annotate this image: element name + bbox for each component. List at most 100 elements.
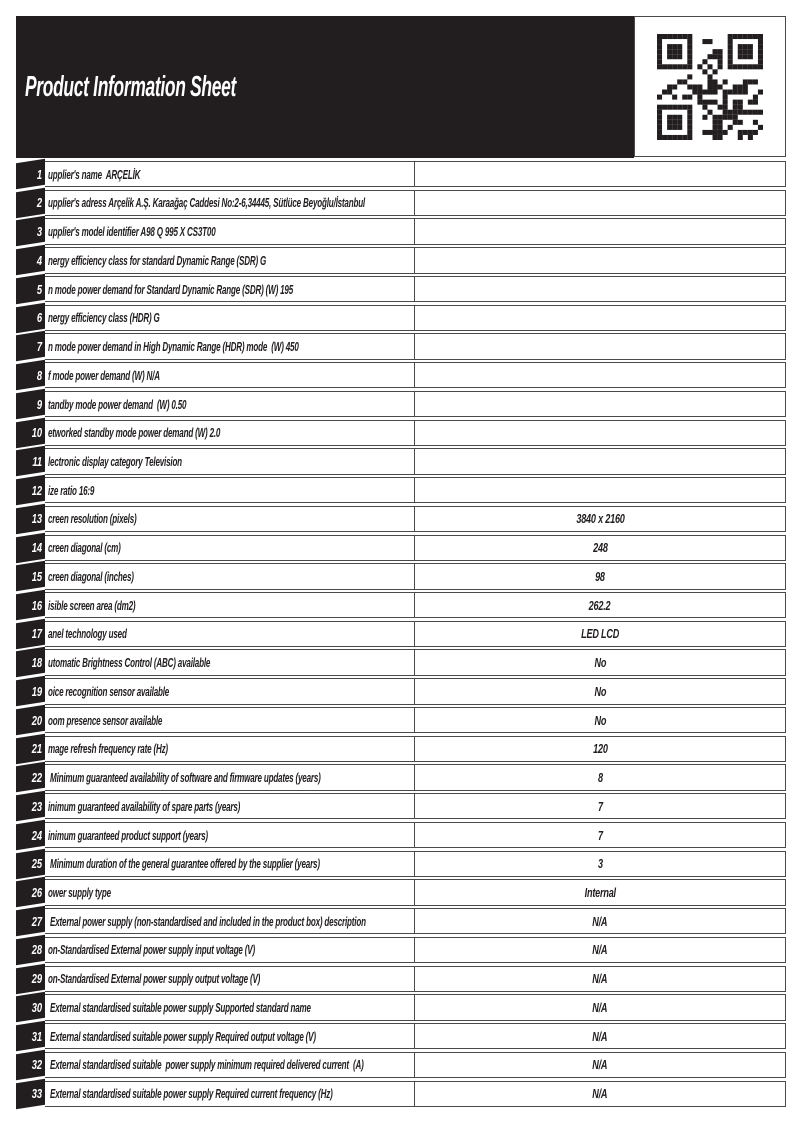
row-value-cell	[415, 304, 786, 331]
row-number: 6	[36, 310, 43, 326]
table-row: 4 nergy efficiency class for standard Dy…	[16, 244, 786, 276]
row-number: 3	[36, 224, 43, 240]
row-label: utomatic Brightness Control (ABC) availa…	[48, 655, 211, 671]
row-label-cell: External standardised suitable power sup…	[45, 1080, 415, 1107]
row-number: 17	[31, 626, 43, 642]
row-label-cell: Minimum duration of the general guarante…	[45, 850, 415, 877]
row-label-cell: mage refresh frequency rate (Hz)	[45, 735, 415, 762]
row-label: upplier's model identifier A98 Q 995 X C…	[48, 224, 216, 240]
header-bar: Product Information Sheet	[16, 16, 634, 158]
row-label-cell: upplier's model identifier A98 Q 995 X C…	[45, 218, 415, 245]
row-number: 20	[31, 712, 43, 728]
row-number: 4	[36, 252, 43, 268]
row-label-cell: nergy efficiency class (HDR) G	[45, 304, 415, 331]
row-value: 120	[592, 741, 608, 757]
row-value-cell	[415, 448, 786, 475]
row-number: 32	[31, 1057, 43, 1073]
row-label: External standardised suitable power sup…	[48, 1086, 333, 1102]
row-label: anel technology used	[48, 626, 127, 642]
row-value-cell	[415, 477, 786, 504]
row-value-cell	[415, 390, 786, 418]
row-number: 24	[31, 827, 43, 843]
row-number-cell: 13	[16, 503, 45, 535]
row-value-cell: N/A	[415, 936, 786, 964]
table-row: 32 External standardised suitable power …	[16, 1049, 786, 1081]
row-label: inimum guaranteed availability of spare …	[48, 798, 241, 814]
row-label-cell: ize ratio 16:9	[45, 477, 415, 504]
row-value: N/A	[592, 942, 608, 958]
table-row: 15 creen diagonal (inches) 98	[16, 560, 786, 592]
row-number-cell: 14	[16, 532, 45, 564]
row-label-cell: n mode power demand for Standard Dynamic…	[45, 275, 415, 303]
row-value: LED LCD	[581, 626, 619, 642]
page-title: Product Information Sheet	[25, 70, 236, 103]
row-value: 262.2	[589, 597, 611, 613]
row-number: 19	[31, 683, 43, 699]
row-value: N/A	[592, 971, 608, 987]
row-label-cell: oice recognition sensor available	[45, 678, 415, 705]
row-label-cell: n mode power demand in High Dynamic Rang…	[45, 333, 415, 360]
row-value-cell: 98	[415, 563, 786, 590]
row-label-cell: lectronic display category Television	[45, 448, 415, 475]
table-row: 13 creen resolution (pixels) 3840 x 2160	[16, 503, 786, 535]
row-number-cell: 27	[16, 905, 45, 937]
row-label: External standardised suitable power sup…	[48, 999, 311, 1015]
row-number-cell: 23	[16, 790, 45, 822]
row-label-cell: etworked standby mode power demand (W) 2…	[45, 419, 415, 446]
row-number-cell: 6	[16, 302, 45, 334]
row-label-cell: nergy efficiency class for standard Dyna…	[45, 247, 415, 274]
row-number: 8	[36, 367, 43, 383]
table-row: 9 tandby mode power demand (W) 0.50	[16, 388, 786, 420]
row-label: n mode power demand in High Dynamic Rang…	[48, 339, 299, 355]
row-value-cell	[415, 189, 786, 217]
table-row: 1 upplier's name ARÇELİK	[16, 158, 786, 190]
row-label: External power supply (non-standardised …	[48, 913, 366, 929]
qr-cell	[634, 16, 786, 157]
row-label-cell: creen resolution (pixels)	[45, 505, 415, 533]
row-label-cell: isible screen area (dm2)	[45, 592, 415, 619]
table-row: 8 f mode power demand (W) N/A	[16, 359, 786, 391]
row-label-cell: inimum guaranteed product support (years…	[45, 821, 415, 849]
table-row: 12 ize ratio 16:9	[16, 474, 786, 506]
row-value-cell	[415, 362, 786, 389]
row-number-cell: 22	[16, 762, 45, 794]
row-value: 3840 x 2160	[575, 511, 625, 527]
row-number-cell: 9	[16, 388, 45, 420]
table-row: 23 inimum guaranteed availability of spa…	[16, 790, 786, 822]
table-row: 33 External standardised suitable power …	[16, 1078, 786, 1110]
row-label: upplier's adress Arçelik A.Ş. Karaağaç C…	[48, 195, 365, 211]
table-row: 18 utomatic Brightness Control (ABC) ava…	[16, 647, 786, 679]
row-number: 10	[31, 425, 43, 441]
row-label: Minimum guaranteed availability of softw…	[48, 770, 321, 786]
row-value: 7	[597, 827, 603, 843]
row-number: 15	[31, 568, 43, 584]
row-value-cell	[415, 419, 786, 446]
row-value-cell	[415, 218, 786, 245]
row-value-cell: No	[415, 649, 786, 676]
row-number-cell: 2	[16, 187, 45, 219]
row-value: Internal	[584, 885, 616, 900]
row-value: 8	[597, 770, 603, 786]
row-number-cell: 1	[16, 158, 45, 190]
row-number: 27	[31, 913, 43, 929]
row-number: 28	[31, 942, 43, 958]
row-value-cell: Internal	[415, 879, 786, 906]
row-value: 248	[592, 540, 608, 556]
table-row: 19 oice recognition sensor available No	[16, 675, 786, 707]
row-value: 98	[595, 568, 605, 584]
row-value: N/A	[592, 1086, 608, 1102]
row-number: 5	[36, 281, 43, 297]
table-row: 11 lectronic display category Television	[16, 446, 786, 477]
row-number-cell: 19	[16, 675, 45, 707]
table-row: 5 n mode power demand for Standard Dynam…	[16, 273, 786, 305]
row-label-cell: inimum guaranteed availability of spare …	[45, 793, 415, 820]
row-label-cell: External power supply (non-standardised …	[45, 908, 415, 935]
table-row: 27 External power supply (non-standardis…	[16, 905, 786, 937]
row-value-cell: 248	[415, 534, 786, 561]
row-number-cell: 31	[16, 1020, 45, 1052]
row-number: 11	[32, 453, 43, 469]
row-label: creen resolution (pixels)	[48, 511, 137, 527]
row-value: No	[594, 683, 606, 699]
row-number: 29	[31, 971, 43, 987]
row-value: 7	[597, 798, 603, 814]
